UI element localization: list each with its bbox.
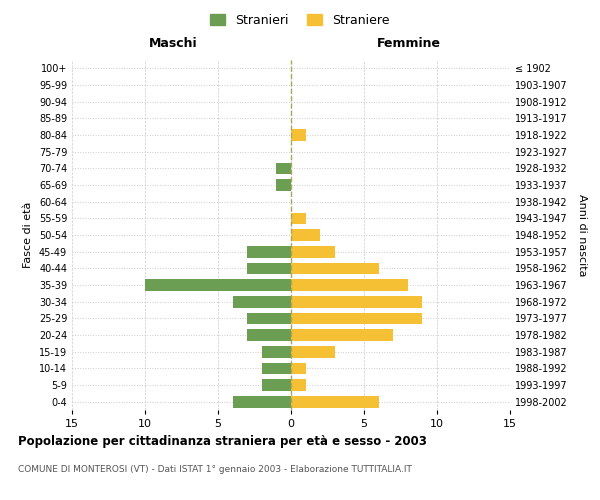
Bar [291, 379, 305, 391]
Bar [277, 162, 291, 174]
Bar [291, 312, 422, 324]
Text: Femmine: Femmine [377, 36, 441, 50]
Legend: Stranieri, Straniere: Stranieri, Straniere [205, 8, 395, 32]
Bar [291, 296, 422, 308]
Bar [262, 379, 291, 391]
Bar [277, 179, 291, 191]
Bar [291, 346, 335, 358]
Bar [233, 296, 291, 308]
Y-axis label: Fasce di età: Fasce di età [23, 202, 33, 268]
Bar [291, 129, 305, 141]
Bar [291, 329, 393, 341]
Bar [247, 262, 291, 274]
Bar [291, 262, 379, 274]
Bar [247, 246, 291, 258]
Bar [262, 346, 291, 358]
Bar [291, 362, 305, 374]
Text: COMUNE DI MONTEROSI (VT) - Dati ISTAT 1° gennaio 2003 - Elaborazione TUTTITALIA.: COMUNE DI MONTEROSI (VT) - Dati ISTAT 1°… [18, 465, 412, 474]
Bar [291, 246, 335, 258]
Bar [262, 362, 291, 374]
Bar [145, 279, 291, 291]
Bar [233, 396, 291, 407]
Bar [291, 396, 379, 407]
Text: Maschi: Maschi [148, 36, 197, 50]
Bar [291, 229, 320, 241]
Text: Popolazione per cittadinanza straniera per età e sesso - 2003: Popolazione per cittadinanza straniera p… [18, 435, 427, 448]
Bar [247, 312, 291, 324]
Bar [291, 212, 305, 224]
Y-axis label: Anni di nascita: Anni di nascita [577, 194, 587, 276]
Bar [247, 329, 291, 341]
Bar [291, 279, 408, 291]
